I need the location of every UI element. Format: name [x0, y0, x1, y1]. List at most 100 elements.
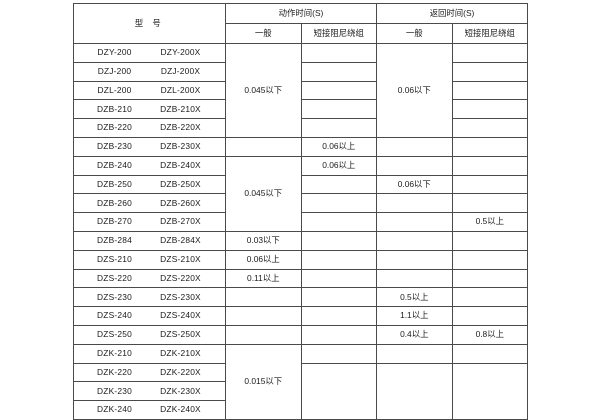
- model-cell: DZY-200 DZY-200X: [73, 43, 226, 63]
- return-time-general-empty: [376, 268, 453, 289]
- header-return-shorted-damping: 短接阻尼绕组: [451, 23, 529, 44]
- model-code-variant: DZS-230X: [160, 291, 201, 302]
- action-time-shorted-damping-empty: [300, 287, 378, 308]
- model-code-variant: DZK-240X: [160, 404, 201, 415]
- table-header: 型 号 动作时间(S) 返回时间(S) 一般 短接阻尼绕组 一般 短接阻尼绕组: [73, 3, 529, 44]
- action-time-shorted-damping-empty: [300, 343, 378, 364]
- action-time-general-value: 0.045以下: [225, 43, 302, 138]
- model-code-variant: DZS-220X: [160, 272, 201, 283]
- model-code-variant: DZJ-200X: [160, 66, 201, 77]
- model-cell: DZB-210 DZB-210X: [73, 99, 226, 120]
- return-time-general-empty: [376, 212, 453, 232]
- model-code-primary: DZS-240: [97, 310, 132, 321]
- table-row: DZS-220 DZS-220X 0.11以上: [73, 268, 529, 289]
- model-code-variant: DZB-230X: [160, 141, 201, 152]
- table-row: DZK-220 DZK-220X: [73, 362, 529, 420]
- table-row: DZK-230 DZK-230X: [73, 381, 528, 402]
- model-code-variant: DZS-250X: [160, 329, 201, 340]
- return-time-shorted-damping-empty: [451, 136, 529, 157]
- model-cell: DZB-230 DZB-230X: [73, 136, 226, 157]
- return-time-general-empty: [376, 193, 453, 214]
- table-row: DZB-260 DZB-260X: [73, 193, 529, 214]
- model-code-variant: DZB-210X: [160, 103, 201, 114]
- action-time-general-empty: [225, 306, 302, 326]
- model-cell: DZB-270 DZB-270X: [73, 212, 226, 232]
- model-cell: DZS-240 DZS-240X: [73, 306, 226, 326]
- action-time-shorted-damping-empty: [300, 212, 378, 232]
- header-return-time: 返回时间(S): [376, 3, 529, 24]
- model-code-primary: DZS-230: [97, 291, 132, 302]
- action-time-general-value: 0.015以下: [225, 343, 302, 420]
- header-action-shorted-damping: 短接阻尼绕组: [300, 23, 378, 44]
- model-code-primary: DZY-200: [97, 47, 132, 58]
- model-cell: DZB-260 DZB-260X: [73, 193, 226, 214]
- return-time-shorted-damping-empty: [451, 306, 529, 326]
- model-code-primary: DZK-240: [97, 404, 132, 415]
- model-cell: DZK-210 DZK-210X: [73, 343, 226, 364]
- model-code-primary: DZB-220: [97, 122, 132, 133]
- model-cell: DZS-210 DZS-210X: [73, 249, 226, 270]
- model-cell: DZK-240 DZK-240X: [73, 400, 226, 420]
- return-time-shorted-damping-empty: [451, 174, 529, 195]
- model-cell: DZS-250 DZS-250X: [73, 324, 226, 345]
- return-time-general-value: 0.06以下: [376, 43, 453, 138]
- relay-timing-specification-table: 型 号 动作时间(S) 返回时间(S) 一般 短接阻尼绕组 一般 短接阻尼绕组 …: [73, 3, 529, 420]
- model-code-primary: DZS-210: [97, 254, 132, 265]
- specification-table-container: 型 号 动作时间(S) 返回时间(S) 一般 短接阻尼绕组 一般 短接阻尼绕组 …: [73, 3, 529, 420]
- table-row: DZK-210 DZK-210X 0.015以下: [73, 343, 529, 420]
- model-code-primary: DZS-250: [97, 329, 132, 340]
- return-time-shorted-damping-empty: [451, 268, 529, 289]
- action-time-shorted-damping-empty: [300, 324, 378, 345]
- action-time-shorted-damping-empty: [300, 249, 378, 270]
- return-time-shorted-damping-value: 0.5以上: [451, 212, 529, 232]
- table-row: DZB-270 DZB-270X 0.5以上: [73, 212, 529, 232]
- return-time-general-empty: [376, 155, 453, 176]
- model-cell: DZL-200 DZL-200X: [73, 80, 226, 101]
- action-time-shorted-damping-empty: [300, 193, 378, 214]
- action-time-general-empty: [225, 324, 302, 345]
- table-row: DZB-230 DZB-230X 0.06以上: [73, 136, 529, 157]
- model-cell: DZB-240 DZB-240X: [73, 155, 226, 176]
- action-time-general-value: 0.11以上: [225, 268, 302, 289]
- action-time-shorted-damping-empty: [300, 174, 378, 195]
- action-time-shorted-damping-empty: [300, 268, 378, 289]
- return-time-shorted-damping-empty: [451, 43, 529, 63]
- model-cell: DZB-220 DZB-220X: [73, 118, 226, 138]
- table-row: DZB-284 DZB-284X 0.03以下: [73, 230, 529, 251]
- action-time-shorted-damping-empty: [300, 230, 378, 251]
- model-cell: DZB-284 DZB-284X: [73, 230, 226, 251]
- table-header-row-sub: 一般 短接阻尼绕组 一般 短接阻尼绕组: [74, 23, 529, 44]
- return-time-shorted-damping-empty: [451, 80, 529, 101]
- model-cell: DZJ-200 DZJ-200X: [73, 61, 226, 82]
- model-cell: DZK-230 DZK-230X: [73, 381, 226, 402]
- model-code-variant: DZY-200X: [160, 47, 201, 58]
- model-code-variant: DZB-260X: [160, 197, 201, 208]
- model-code-variant: DZB-220X: [160, 122, 201, 133]
- action-time-shorted-damping-empty: [300, 306, 378, 326]
- return-time-shorted-damping-empty: [451, 99, 529, 120]
- return-time-general-value: 0.06以下: [376, 174, 453, 195]
- return-time-general-value: 1.1以上: [376, 306, 453, 326]
- model-code-primary: DZJ-200: [97, 66, 132, 77]
- table-row: DZS-230 DZS-230X 0.5以上: [73, 287, 529, 308]
- action-time-shorted-damping-empty: [300, 118, 378, 138]
- model-code-variant: DZB-250X: [160, 178, 201, 189]
- action-time-shorted-damping-empty: [300, 43, 378, 63]
- return-time-shorted-damping-empty: [451, 343, 529, 364]
- action-time-shorted-damping-empty: [300, 362, 378, 420]
- model-code-primary: DZB-260: [97, 197, 132, 208]
- return-time-general-value: 0.4以上: [376, 324, 453, 345]
- action-time-shorted-damping-value: 0.06以上: [300, 155, 378, 176]
- table-header-row-top: 型 号 动作时间(S) 返回时间(S): [73, 3, 529, 44]
- model-code-variant: DZS-240X: [160, 310, 201, 321]
- table-row: DZY-200 DZY-200X 0.045以下 0.06以下: [73, 43, 529, 138]
- model-cell: DZS-220 DZS-220X: [73, 268, 226, 289]
- return-time-shorted-damping-empty: [451, 118, 529, 138]
- return-time-shorted-damping-empty: [451, 287, 529, 308]
- return-time-shorted-damping-empty: [451, 230, 529, 251]
- table-row: DZB-220 DZB-220X: [73, 118, 529, 138]
- header-return-general: 一般: [376, 23, 453, 44]
- model-code-primary: DZB-210: [97, 103, 132, 114]
- return-time-general-value: 0.5以上: [376, 287, 453, 308]
- model-code-primary: DZB-250: [97, 178, 132, 189]
